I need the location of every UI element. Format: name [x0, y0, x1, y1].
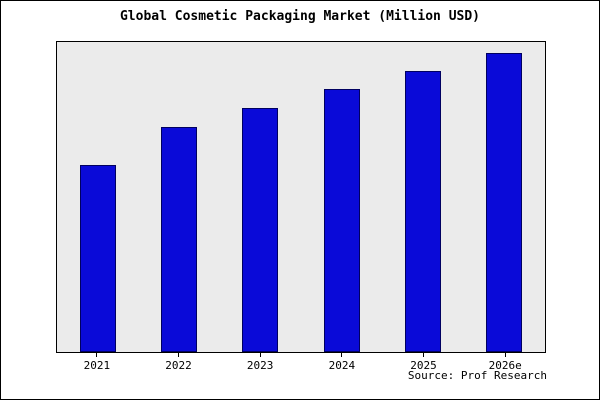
- x-tick-label: 2024: [328, 359, 356, 372]
- x-tick: 2021: [56, 353, 138, 375]
- bar: [323, 88, 360, 352]
- x-axis-labels: 2021 2022 2023 2024 2025 2026e: [56, 353, 546, 375]
- bar-slot: [301, 42, 382, 352]
- source-note: Source: Prof Research: [407, 369, 547, 382]
- bars-container: [57, 42, 545, 352]
- plot-area: [56, 41, 546, 353]
- x-tick-label: 2025: [410, 359, 437, 372]
- x-tick-label: 2026e: [488, 359, 522, 372]
- bar-slot: [57, 42, 138, 352]
- x-tick-label: 2021: [83, 359, 111, 372]
- bar-slot: [382, 42, 463, 352]
- x-tick: 2024: [301, 353, 383, 375]
- bar: [79, 164, 116, 352]
- x-tick: 2025: [383, 353, 465, 375]
- bar-slot: [464, 42, 545, 352]
- bar: [242, 107, 279, 352]
- x-tick: 2026e: [464, 353, 546, 375]
- tick-mark: [96, 353, 98, 357]
- chart-title: Global Cosmetic Packaging Market (Millio…: [119, 9, 481, 24]
- bar: [486, 52, 523, 352]
- bar-slot: [138, 42, 219, 352]
- bar-slot: [220, 42, 301, 352]
- bar: [160, 126, 197, 352]
- tick-mark: [259, 353, 261, 357]
- bar: [404, 70, 441, 352]
- tick-mark: [504, 353, 506, 357]
- tick-mark: [178, 353, 179, 357]
- x-tick-label: 2023: [246, 359, 274, 372]
- tick-mark: [341, 353, 343, 357]
- tick-mark: [423, 353, 425, 357]
- x-tick: 2022: [138, 353, 220, 375]
- x-tick-label: 2022: [165, 359, 192, 372]
- x-tick: 2023: [219, 353, 301, 375]
